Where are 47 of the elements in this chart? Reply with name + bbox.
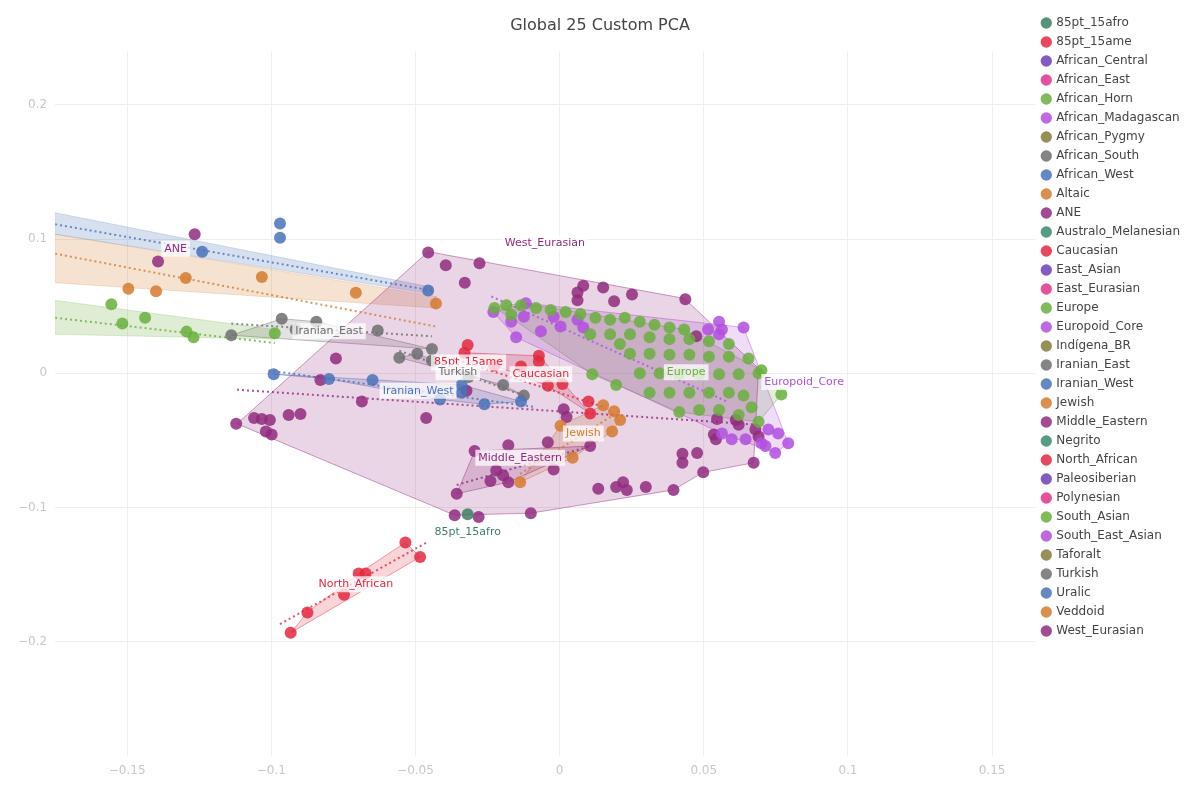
annotation: Turkish [437,365,478,379]
legend-label: ANE [1056,205,1082,220]
legend-label: Australo_Melanesian [1056,224,1181,239]
annotation: Europe [666,365,706,379]
legend-label: African_West [1056,167,1134,182]
annotation: West_Eurasian [504,235,586,249]
legend-label: African_South [1056,148,1140,163]
legend-label: Paleosiberian [1056,471,1137,486]
annotation: 85pt_15ame [434,355,504,369]
annotation: Middle_Eastern [478,450,562,464]
legend-label: Caucasian [1056,243,1119,258]
legend-label: Taforalt [1055,547,1102,562]
legend-label: South_East_Asian [1056,528,1162,543]
chart-title: Global 25 Custom PCA [510,14,690,34]
annotation: North_African [318,576,394,590]
legend-label: 85pt_15ame [1056,34,1132,49]
legend-label: West_Eurasian [1056,623,1144,638]
annotation: Iranian_East [295,324,364,338]
legend-label: Indígena_BR [1056,338,1131,353]
legend-label: Jewish [1055,395,1095,410]
annotation: ANE [164,241,188,255]
legend-label: Europe [1056,300,1099,315]
legend-label: Iranian_West [1056,376,1134,391]
legend-label: African_Pygmy [1056,129,1145,144]
legend-label: Europoid_Core [1056,319,1144,334]
legend-label: Altaic [1056,186,1090,201]
legend-label: African_Central [1056,53,1148,68]
legend-label: Iranian_East [1056,357,1131,372]
annotation: Europoid_Core [764,374,845,388]
legend-label: African_Madagascan [1056,110,1180,125]
legend-label: African_Horn [1056,91,1133,106]
legend-label: Negrito [1056,433,1101,448]
annotation: Caucasian [512,367,570,381]
legend-label: Polynesian [1056,490,1121,505]
legend-label: East_Eurasian [1056,281,1141,296]
legend-label: Middle_Eastern [1056,414,1148,429]
legend-label: Turkish [1055,566,1099,581]
annotation: 85pt_15afro [434,524,502,538]
annotation: Iranian_West [382,383,455,397]
legend-label: East_Asian [1056,262,1121,277]
legend-label: South_Asian [1056,509,1130,524]
legend-label: North_African [1056,452,1138,467]
annotation: Jewish [564,426,601,440]
legend-label: African_East [1056,72,1131,87]
legend-label: Veddoid [1056,604,1105,619]
legend-label: 85pt_15afro [1056,15,1129,30]
legend-label: Uralic [1056,585,1091,600]
